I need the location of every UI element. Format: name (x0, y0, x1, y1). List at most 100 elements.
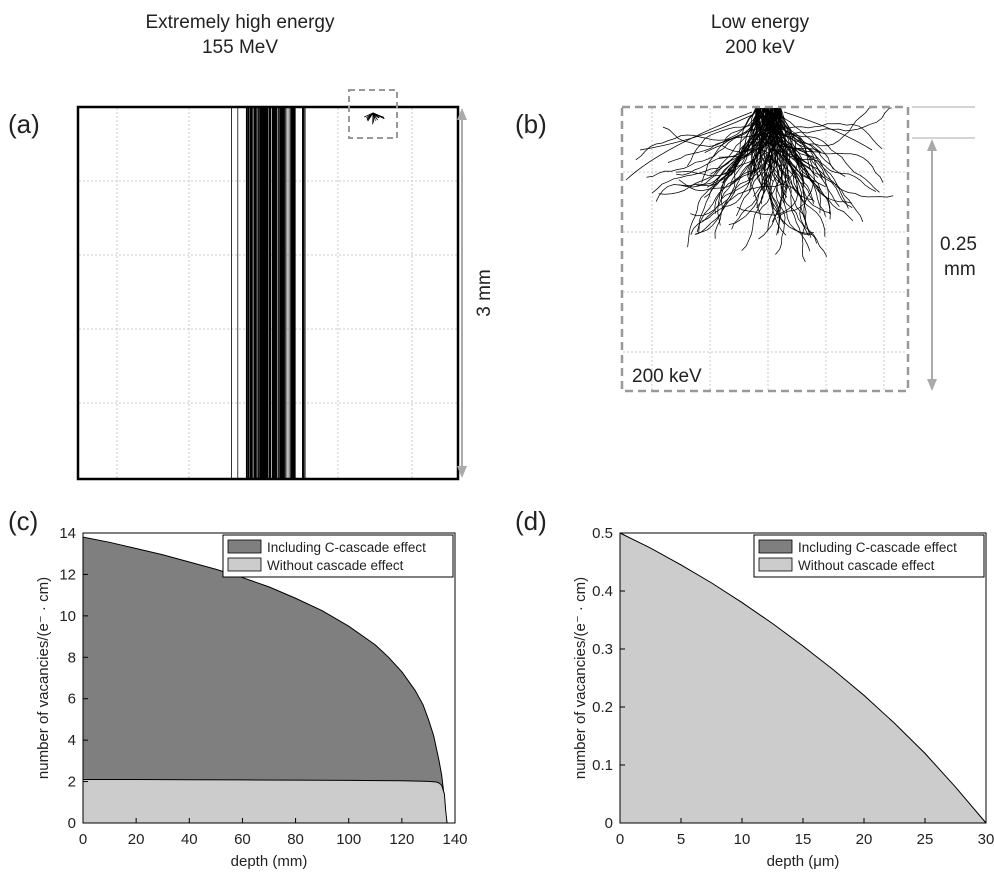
panel-label-c: (c) (8, 506, 38, 536)
area-series-2 (620, 533, 986, 823)
x-axis-label: depth (μm) (767, 853, 840, 870)
y-axis-label: number of vacancies/(e⁻ · cm) (572, 577, 589, 779)
panel-b-track-path (687, 107, 758, 248)
header-right-line1: Low energy (711, 12, 810, 33)
legend-swatch (227, 539, 262, 554)
y-tick-label: 0 (605, 815, 613, 832)
panel-label-d: (d) (515, 506, 547, 536)
panel-a-track-plot (76, 89, 460, 481)
panel-b-track-path (752, 107, 763, 190)
panel-a-mini-track (372, 112, 380, 119)
area-series-2 (83, 779, 448, 823)
panel-b-scale-arrow (912, 106, 975, 391)
panel-b-inset-label: 200 keV (632, 366, 702, 387)
panel-b-zoom-frame (620, 105, 910, 393)
x-tick-label: 15 (795, 831, 812, 848)
panel-b-scale-unit: mm (944, 259, 976, 280)
panel-b-track-path (783, 111, 873, 151)
header-left-line2: 155 MeV (202, 37, 278, 58)
x-tick-label: 80 (287, 831, 304, 848)
y-tick-label: 0.2 (592, 699, 613, 716)
panel-a-mini-cascade (364, 112, 385, 125)
y-tick-label: 6 (68, 691, 76, 708)
x-tick-label: 0 (79, 831, 87, 848)
panel-b-track-path (776, 107, 894, 198)
x-tick-label: 30 (978, 831, 994, 848)
legend-label: Without cascade effect (267, 558, 404, 573)
x-tick-label: 20 (856, 831, 873, 848)
y-tick-label: 0 (68, 815, 76, 832)
panel-b-track-path (761, 107, 812, 238)
legend-label: Including C-cascade effect (798, 540, 957, 555)
header-left-line1: Extremely high energy (145, 12, 335, 33)
legend-label: Including C-cascade effect (267, 540, 426, 555)
area-series-2-outline (83, 779, 448, 824)
panel-a-mini-track (372, 112, 376, 119)
x-tick-label: 100 (336, 831, 361, 848)
panel-b-track-path (776, 107, 799, 196)
x-tick-label: 120 (389, 831, 414, 848)
area-series-1-outline (82, 536, 448, 824)
panel-b-track-path (766, 107, 819, 178)
panel-b-track-path (646, 107, 765, 178)
panel-b-track-path (687, 107, 766, 167)
panel-b-track-path (651, 107, 774, 194)
panel-b-track-path (736, 107, 799, 216)
x-tick-label: 25 (917, 831, 934, 848)
legend-swatch (758, 557, 793, 572)
x-tick-label: 5 (677, 831, 685, 848)
panel-a-zoom-box (348, 89, 398, 139)
y-tick-label: 14 (59, 525, 76, 542)
chart-d-vacancies-vs-depth: 0 5 10 15 20 25 30 0 0.1 0.2 0.3 0.4 0.5 depth (μm) nu… (572, 525, 994, 870)
panel-a-scale-label: 3 mm (474, 269, 495, 317)
panel-label-a: (a) (8, 109, 40, 139)
panel-a-scale-arrow (457, 108, 467, 478)
panel-b-track-path (770, 107, 854, 222)
y-tick-label: 4 (68, 732, 76, 749)
y-axis-label: number of vacancies/(e⁻ · cm) (35, 577, 52, 779)
x-axis-label: depth (mm) (231, 853, 308, 870)
panel-b-track-path (777, 107, 807, 263)
x-tick-label: 60 (234, 831, 251, 848)
panel-b-track-path (695, 107, 760, 235)
y-tick-label: 12 (59, 566, 76, 583)
y-tick-label: 0.3 (592, 641, 613, 658)
y-tick-label: 10 (59, 608, 76, 625)
panel-b-track-path (755, 107, 892, 135)
plot-frame (82, 532, 456, 824)
legend-swatch (227, 557, 262, 572)
panel-a-frame (76, 105, 460, 481)
panel-b-track-path (731, 107, 776, 230)
x-tick-label: 10 (734, 831, 751, 848)
panel-label-b: (b) (515, 109, 547, 139)
x-tick-label: 20 (128, 831, 145, 848)
area-series-1 (83, 537, 448, 823)
y-tick-label: 2 (68, 774, 76, 791)
panel-b-track-path (760, 107, 774, 182)
panel-b-track-path (662, 107, 768, 147)
panel-a-mini-track (366, 112, 374, 119)
panel-b-track-path (635, 107, 757, 161)
y-tick-label: 0.5 (592, 525, 613, 542)
x-tick-label: 40 (181, 831, 198, 848)
panel-b-track-path (757, 107, 809, 236)
panel-b-scale-value: 0.25 (940, 234, 977, 255)
legend-swatch (758, 539, 793, 554)
panel-b-track-plot: 200 keV (620, 105, 910, 393)
legend-label: Without cascade effect (798, 558, 935, 573)
y-tick-label: 0.4 (592, 583, 613, 600)
x-tick-label: 0 (616, 831, 624, 848)
panel-b-track-path (750, 107, 775, 164)
panel-b-track-path (779, 107, 840, 207)
panel-b-track-path (639, 114, 753, 151)
header-right-line2: 200 keV (725, 37, 795, 58)
chart-c-vacancies-vs-depth: 0 20 40 60 80 100 120 140 0 2 4 6 8 10 12 14 depth (mm) n… (35, 525, 468, 870)
panel-a-electron-tracks (231, 108, 306, 478)
panel-b-track-path (757, 107, 883, 150)
y-tick-label: 8 (68, 649, 76, 666)
panel-b-track-path (625, 111, 753, 181)
panel-b-electron-tracks (625, 107, 894, 263)
panel-b-track-path (763, 107, 814, 205)
panel-b-track-path (757, 107, 831, 215)
panel-b-track-path (714, 107, 761, 214)
